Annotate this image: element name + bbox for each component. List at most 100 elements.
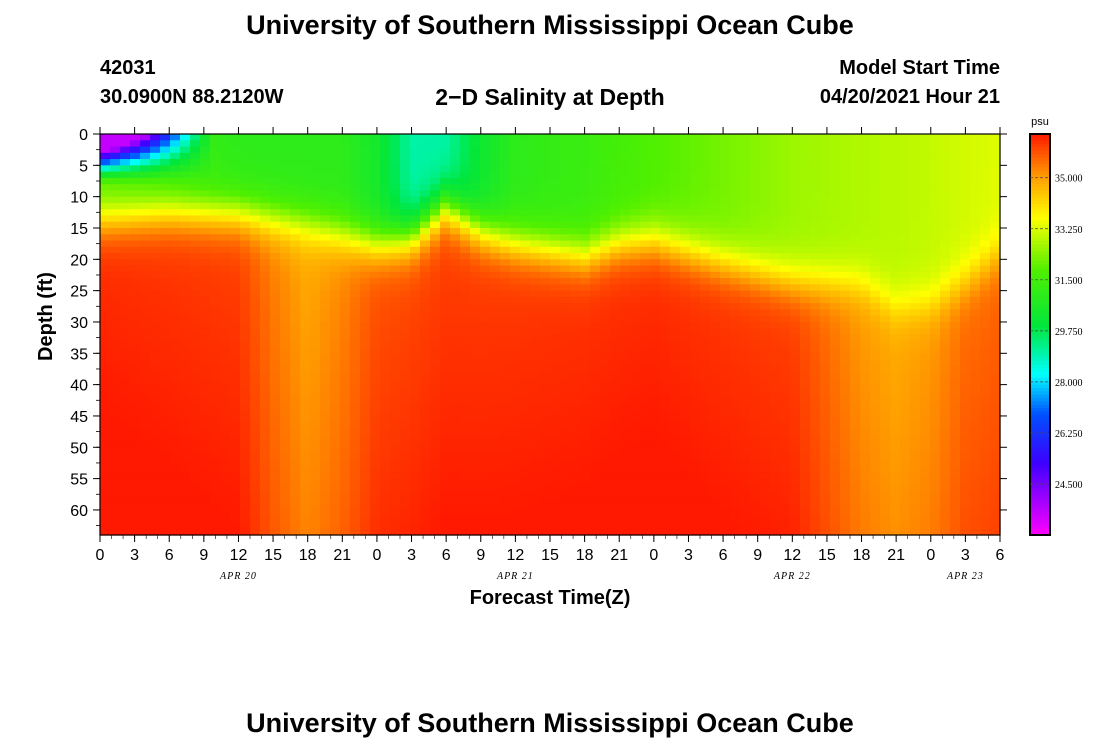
heatmap-cell <box>440 171 451 179</box>
heatmap-cell <box>300 140 311 148</box>
heatmap-cell <box>350 159 361 166</box>
heatmap-cell <box>470 334 481 342</box>
heatmap-cell <box>260 284 271 292</box>
heatmap-cell <box>810 177 821 185</box>
heatmap-cell <box>840 390 851 398</box>
heatmap-cell <box>810 315 821 323</box>
heatmap-cell <box>770 334 781 342</box>
heatmap-cell <box>250 284 261 292</box>
heatmap-cell <box>550 441 561 448</box>
heatmap-cell <box>550 522 561 530</box>
heatmap-cell <box>220 278 231 285</box>
heatmap-cell <box>690 334 701 342</box>
heatmap-cell <box>860 240 871 248</box>
heatmap-cell <box>310 202 321 210</box>
heatmap-cell <box>470 265 481 273</box>
heatmap-cell <box>510 516 521 524</box>
heatmap-cell <box>550 478 561 486</box>
heatmap-cell <box>550 215 561 223</box>
heatmap-cell <box>230 190 241 198</box>
heatmap-cell <box>400 516 411 524</box>
heatmap-cell <box>570 315 581 323</box>
heatmap-cell <box>310 459 321 467</box>
heatmap-cell <box>720 409 731 417</box>
heatmap-cell <box>810 184 821 191</box>
heatmap-cell <box>250 328 261 336</box>
heatmap-cell <box>210 296 221 304</box>
heatmap-cell <box>630 491 641 499</box>
heatmap-cell <box>680 259 691 267</box>
heatmap-cell <box>470 152 481 160</box>
heatmap-cell <box>590 447 601 455</box>
heatmap-cell <box>330 365 341 373</box>
heatmap-cell <box>300 196 311 204</box>
heatmap-cell <box>470 453 481 461</box>
heatmap-cell <box>500 434 511 442</box>
heatmap-cell <box>240 353 251 361</box>
heatmap-cell <box>580 522 591 530</box>
heatmap-cell <box>270 390 281 398</box>
heatmap-cell <box>760 146 771 154</box>
heatmap-cell <box>800 190 811 198</box>
heatmap-cell <box>440 196 451 204</box>
heatmap-cell <box>840 422 851 430</box>
heatmap-cell <box>180 516 191 524</box>
heatmap-cell <box>740 378 751 386</box>
heatmap-cell <box>410 265 421 273</box>
heatmap-cell <box>680 296 691 304</box>
heatmap-cell <box>680 284 691 292</box>
heatmap-cell <box>330 491 341 499</box>
heatmap-cell <box>470 428 481 436</box>
heatmap-cell <box>860 340 871 348</box>
heatmap-cell <box>600 516 611 524</box>
heatmap-cell <box>780 372 791 379</box>
heatmap-cell <box>410 146 421 154</box>
heatmap-cell <box>670 472 681 480</box>
heatmap-cell <box>600 321 611 329</box>
heatmap-cell <box>230 321 241 329</box>
heatmap-cell <box>290 415 301 423</box>
heatmap-cell <box>630 321 641 329</box>
heatmap-cell <box>760 403 771 411</box>
heatmap-cell <box>790 209 801 217</box>
heatmap-cell <box>720 509 731 517</box>
heatmap-cell <box>870 296 881 304</box>
heatmap-cell <box>280 403 291 411</box>
heatmap-cell <box>430 321 441 329</box>
heatmap-cell <box>410 384 421 392</box>
heatmap-cell <box>590 234 601 242</box>
heatmap-cell <box>130 165 141 173</box>
heatmap-cell <box>250 146 261 154</box>
heatmap-cell <box>470 353 481 361</box>
heatmap-cell <box>580 390 591 398</box>
heatmap-cell <box>480 522 491 530</box>
heatmap-cell <box>220 159 231 166</box>
heatmap-cell <box>220 309 231 317</box>
heatmap-cell <box>130 478 141 486</box>
heatmap-cell <box>590 409 601 417</box>
heatmap-cell <box>490 491 501 499</box>
heatmap-cell <box>270 234 281 242</box>
heatmap-cell <box>390 221 401 229</box>
heatmap-cell <box>750 271 761 279</box>
heatmap-cell <box>590 466 601 473</box>
heatmap-cell <box>270 190 281 198</box>
heatmap-cell <box>550 134 561 141</box>
heatmap-cell <box>670 321 681 329</box>
heatmap-cell <box>400 353 411 361</box>
heatmap-cell <box>190 478 201 486</box>
heatmap-cell <box>630 372 641 379</box>
heatmap-cell <box>760 184 771 191</box>
heatmap-cell <box>420 328 431 336</box>
heatmap-cell <box>710 497 721 505</box>
heatmap-cell <box>540 177 551 185</box>
heatmap-cell <box>530 309 541 317</box>
heatmap-cell <box>860 165 871 173</box>
heatmap-cell <box>100 321 111 329</box>
heatmap-cell <box>740 159 751 166</box>
heatmap-cell <box>730 516 741 524</box>
heatmap-cell <box>350 215 361 223</box>
heatmap-cell <box>400 190 411 198</box>
heatmap-cell <box>470 290 481 298</box>
heatmap-cell <box>820 415 831 423</box>
